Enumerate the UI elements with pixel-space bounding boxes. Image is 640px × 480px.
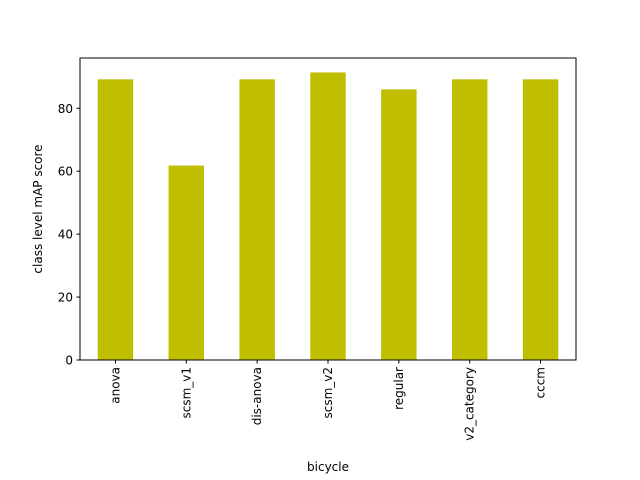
x-axis-ticks: anova scsm_v1 dis-anova scsm_v2 regular v2_ca… [108, 360, 548, 441]
bar-scsm_v2 [310, 72, 346, 360]
y-tick-label: 80 [58, 102, 73, 116]
x-axis-label: bicycle [307, 460, 349, 474]
bar-cccm [522, 79, 559, 360]
bars-layer [97, 72, 559, 361]
y-tick-label: 40 [58, 228, 73, 242]
x-tick-label: v2_category [463, 367, 477, 441]
x-tick-label: dis-anova [250, 367, 264, 425]
y-tick-label: 20 [58, 291, 73, 305]
x-tick-label: cccm [534, 367, 548, 398]
y-axis-label: class level mAP score [31, 144, 45, 273]
y-axis-ticks: 0 20 40 60 80 [58, 102, 80, 368]
x-tick-label: scsm_v1 [179, 367, 193, 419]
plot-frame [79, 57, 577, 361]
y-tick-label: 0 [65, 354, 73, 368]
y-tick-label: 60 [58, 165, 73, 179]
x-tick-label: regular [392, 367, 406, 410]
bar-anova [97, 79, 134, 360]
x-tick-label: anova [108, 367, 122, 404]
bar-scsm_v1 [168, 165, 204, 360]
bar-regular [381, 89, 417, 361]
x-tick-label: scsm_v2 [321, 367, 335, 419]
bar-dis-anova [239, 79, 275, 360]
bar-v2_category [452, 79, 488, 360]
